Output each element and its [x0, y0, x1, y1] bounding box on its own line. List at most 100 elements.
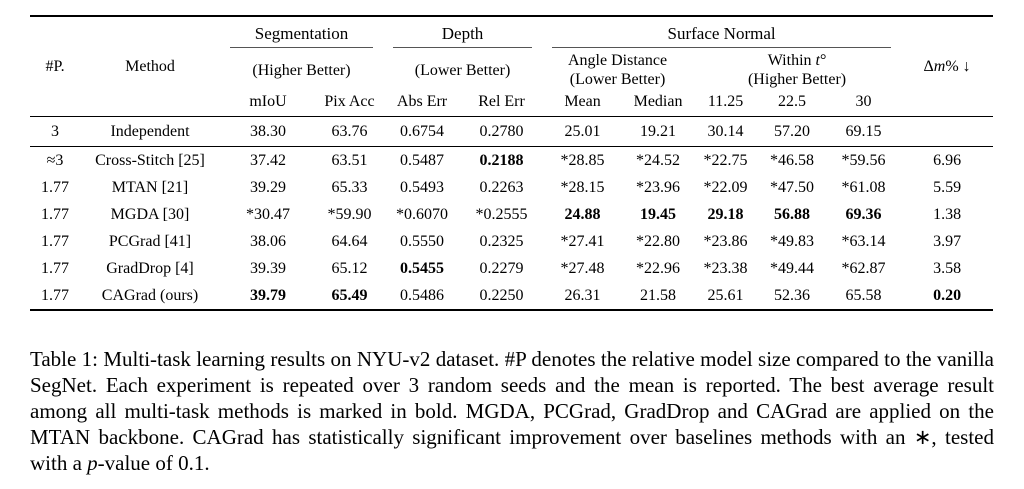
- cell-params: ≈3: [46, 152, 64, 169]
- cell-best: 0.2188: [479, 152, 524, 169]
- cell: 30.14: [693, 116, 759, 147]
- header-line: Within t°: [767, 52, 827, 69]
- cell: 21.58: [640, 287, 677, 304]
- cell: 38.30: [220, 116, 316, 147]
- col-header-22-5: 22.5: [778, 93, 807, 110]
- caption-text: Table 1: Multi-task learning results on …: [30, 347, 994, 475]
- cell: 0.5486: [400, 287, 445, 304]
- cell: *22.80: [636, 233, 681, 250]
- group-header-depth: Depth: [383, 16, 542, 48]
- cell-method: CAGrad (ours): [101, 287, 199, 304]
- cell: 5.59: [933, 179, 962, 196]
- cell-best: 56.88: [774, 206, 811, 223]
- p-variable: p: [87, 451, 98, 475]
- cell: *30.47: [246, 206, 290, 223]
- cell: 26.31: [564, 287, 601, 304]
- col-header-delta-m: Δm% ↓: [901, 16, 993, 117]
- within-t-header: Within t° (Higher Better): [693, 48, 901, 91]
- cell: *49.44: [770, 260, 815, 277]
- cell: *0.2555: [475, 206, 528, 223]
- cell: *46.58: [770, 152, 815, 169]
- t-variable: t: [815, 52, 820, 69]
- table-row-independent: 3 Independent 38.30 63.76 0.6754 0.2780 …: [30, 116, 994, 147]
- cell: 6.96: [933, 152, 962, 169]
- cell: 25.61: [707, 287, 744, 304]
- cell: 39.39: [250, 260, 286, 277]
- cell: 19.21: [623, 116, 694, 147]
- table-row-graddrop: 1.77 GradDrop [4] 39.39 65.12 0.5455 0.2…: [30, 255, 993, 282]
- table-row-pcgrad: 1.77 PCGrad [41] 38.06 64.64 0.5550 0.23…: [30, 228, 993, 255]
- angle-distance-header: Angle Distance (Lower Better): [542, 48, 693, 91]
- cell: 0.6754: [383, 116, 462, 147]
- col-header-abs-err: Abs Err: [396, 93, 448, 110]
- cell: 0.5487: [400, 152, 445, 169]
- delta-m-variable: m: [933, 57, 946, 75]
- cell: 37.42: [250, 152, 286, 169]
- cell-params: 1.77: [41, 260, 69, 277]
- cell-params: 1.77: [41, 179, 69, 196]
- col-header-rel-err: Rel Err: [478, 93, 525, 110]
- cell: 39.29: [250, 179, 286, 196]
- table-row-mgda: 1.77 MGDA [30] *30.47 *59.90 *0.6070 *0.…: [30, 201, 993, 228]
- col-header-11-25: 11.25: [707, 93, 744, 110]
- cell: 63.76: [316, 116, 384, 147]
- group-header-segmentation: Segmentation: [220, 16, 383, 48]
- cell-method: MTAN [21]: [111, 179, 189, 196]
- cell-best: 39.79: [250, 287, 286, 304]
- cell: *22.96: [636, 260, 681, 277]
- cell: *27.48: [560, 260, 605, 277]
- delta-symbol: Δ: [923, 57, 934, 75]
- cell: *23.38: [703, 260, 748, 277]
- cell: 64.64: [331, 233, 368, 250]
- cell: 0.5550: [400, 233, 445, 250]
- header-line: (Higher Better): [747, 71, 847, 88]
- table-row-mtan: 1.77 MTAN [21] 39.29 65.33 0.5493 0.2263…: [30, 174, 993, 201]
- header-line: Angle Distance: [567, 52, 668, 69]
- cell: *28.15: [560, 179, 605, 196]
- cell: *22.75: [703, 152, 748, 169]
- cell-best: 0.5455: [400, 260, 445, 277]
- cell-method: MGDA [30]: [110, 206, 190, 223]
- cell: *23.96: [636, 179, 681, 196]
- cell: *61.08: [841, 179, 886, 196]
- cell: *27.41: [560, 233, 605, 250]
- cell: 0.2263: [479, 179, 524, 196]
- cell: 3.97: [933, 233, 962, 250]
- cell: 0.2780: [461, 116, 543, 147]
- cell: *28.85: [560, 152, 605, 169]
- cell-method: PCGrad [41]: [108, 233, 192, 250]
- cell-params: 1.77: [41, 206, 69, 223]
- delta-percent-arrow: % ↓: [945, 57, 971, 75]
- cell: *0.6070: [396, 206, 449, 223]
- cell-method: Independent: [80, 116, 220, 147]
- results-table: #P. Method Segmentation Depth Surface No…: [30, 15, 994, 311]
- col-header-mean: Mean: [564, 93, 601, 110]
- cell-best: 69.36: [845, 206, 882, 223]
- col-header-30: 30: [855, 93, 872, 110]
- cell-params: 1.77: [41, 287, 69, 304]
- col-header-method: Method: [125, 57, 175, 75]
- cell: 38.06: [250, 233, 286, 250]
- cell: 0.5493: [400, 179, 445, 196]
- col-header-params: #P.: [45, 57, 65, 75]
- cell-params: 3: [30, 116, 80, 147]
- cell: 25.01: [542, 116, 624, 147]
- cell: 3.58: [933, 260, 962, 277]
- caption-text: -value of 0.1.: [97, 451, 210, 475]
- table-row-cross-stitch: ≈3 Cross-Stitch [25] 37.42 63.51 0.5487 …: [30, 147, 993, 175]
- cell-best: 24.88: [564, 206, 601, 223]
- column-header-row: mIoU Pix Acc Abs Err Rel Err Mean Median…: [30, 91, 993, 117]
- cell: *24.52: [636, 152, 681, 169]
- cell-best: 29.18: [707, 206, 744, 223]
- group-header-surface-normal: Surface Normal: [542, 16, 901, 48]
- depth-note: (Lower Better): [414, 61, 511, 79]
- table-caption: Table 1: Multi-task learning results on …: [30, 346, 994, 476]
- subheader-row: (Higher Better) (Lower Better) Angle Dis…: [30, 48, 993, 91]
- col-header-median: Median: [633, 93, 683, 110]
- cell: *47.50: [770, 179, 815, 196]
- cell: *59.90: [327, 206, 372, 223]
- cell: 57.20: [758, 116, 827, 147]
- group-header-row: #P. Method Segmentation Depth Surface No…: [30, 16, 993, 75]
- results-table-container: #P. Method Segmentation Depth Surface No…: [30, 15, 994, 311]
- degree-symbol: °: [819, 52, 827, 69]
